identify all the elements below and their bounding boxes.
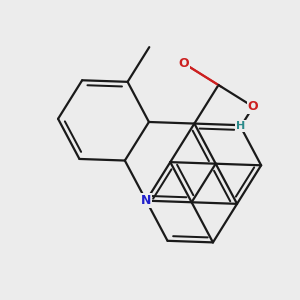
Text: H: H [236, 121, 246, 131]
Text: O: O [178, 57, 189, 70]
Text: O: O [248, 100, 259, 113]
Text: N: N [141, 194, 152, 207]
